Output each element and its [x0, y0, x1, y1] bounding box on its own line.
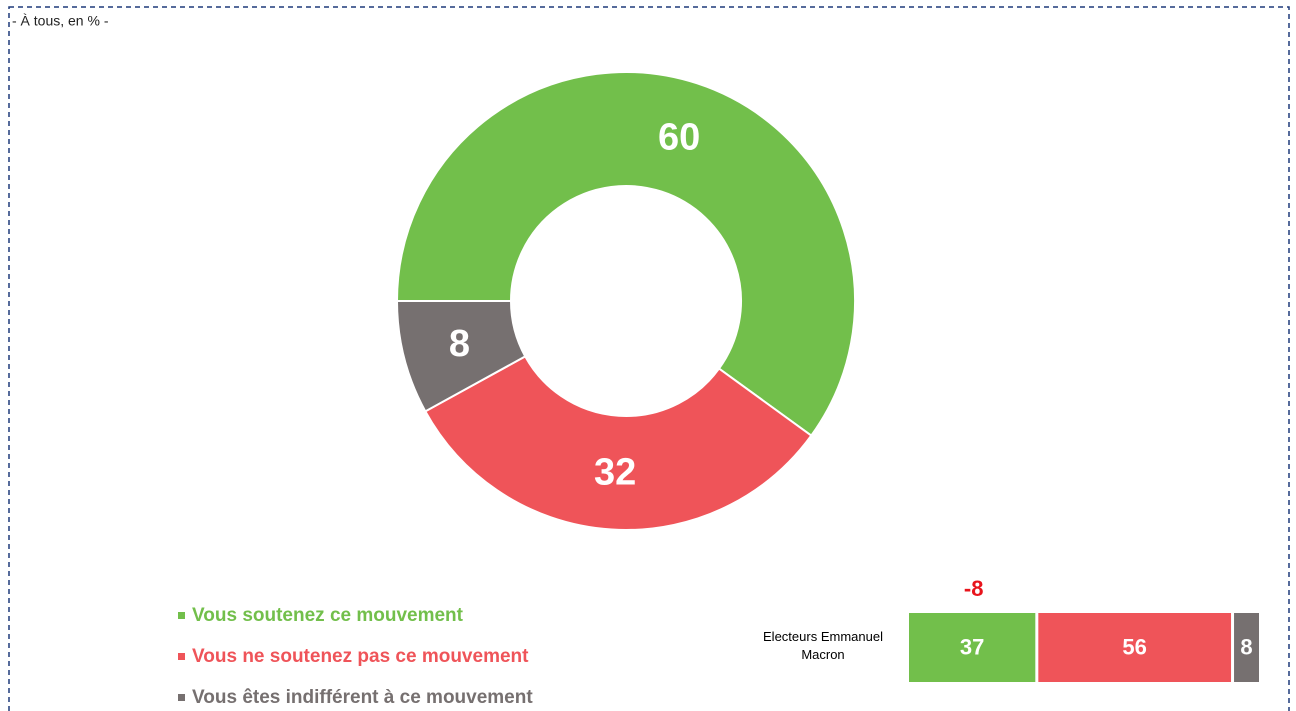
slice-label: 32 — [594, 452, 636, 494]
bar-label: 37 — [960, 634, 984, 659]
slice-label: 8 — [449, 323, 470, 365]
bar-label: 8 — [1240, 634, 1252, 659]
bar-label: 56 — [1122, 634, 1146, 659]
annotation: -8 — [964, 576, 984, 601]
slice-label: 60 — [658, 116, 700, 158]
pie-slice — [395, 300, 527, 413]
subtitle: - À tous, en % - — [12, 13, 109, 29]
legend-label: Vous ne soutenez pas ce mouvement — [192, 646, 529, 667]
bar-segment — [909, 613, 1036, 682]
legend-swatch — [178, 653, 185, 660]
legend-label: Vous soutenez ce mouvement — [192, 605, 464, 626]
legend-label: Vous êtes indifférent à ce mouvement — [192, 687, 533, 708]
legend-swatch — [178, 612, 185, 619]
bar-segment — [1038, 613, 1232, 682]
bar-segment — [1234, 613, 1259, 682]
pie-slice — [395, 71, 856, 438]
frame — [8, 6, 1290, 711]
legend-swatch — [178, 694, 185, 701]
category-label: Electeurs Emmanuel Macron — [763, 629, 883, 662]
pie-slice — [423, 355, 813, 531]
